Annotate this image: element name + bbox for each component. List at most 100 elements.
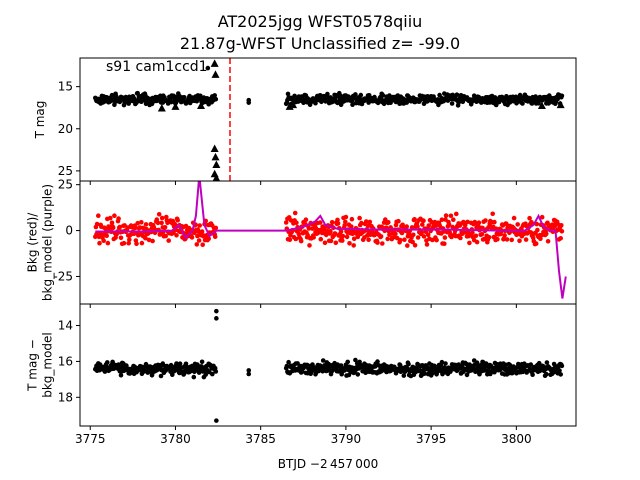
data-point [175, 217, 180, 223]
data-point [333, 240, 339, 246]
data-point [351, 236, 357, 242]
panel-frame [79, 57, 577, 182]
data-point [335, 221, 341, 226]
data-point [442, 235, 448, 240]
data-point [559, 229, 565, 234]
data-point [350, 102, 355, 107]
data-point [415, 235, 421, 240]
data-point [286, 359, 291, 365]
y-tick-label: 25 [58, 178, 73, 192]
data-point [520, 101, 525, 106]
data-point [479, 232, 485, 237]
data-point [353, 92, 358, 97]
data-point [559, 363, 565, 369]
data-point [448, 213, 454, 219]
data-point [544, 231, 549, 237]
data-point [285, 91, 291, 97]
y-axis-label: T mag − [26, 339, 40, 392]
data-point [412, 217, 417, 222]
data-point [439, 359, 445, 365]
data-point [177, 361, 183, 367]
data-point [121, 240, 127, 246]
data-point [431, 363, 437, 369]
data-point [442, 241, 447, 246]
data-point [357, 215, 362, 221]
data-point [473, 233, 479, 239]
y-axis-label: bkg_model (purple) [41, 184, 55, 301]
data-point [212, 93, 217, 98]
data-point [425, 232, 431, 238]
data-point [340, 238, 345, 243]
data-point [383, 217, 388, 222]
data-point [292, 210, 298, 216]
data-point [166, 238, 171, 243]
data-point [558, 372, 563, 377]
data-point [375, 240, 380, 245]
data-point [94, 221, 100, 227]
data-point [146, 237, 152, 243]
data-point [110, 225, 116, 231]
data-point [343, 214, 349, 220]
data-point [470, 230, 475, 235]
data-point [214, 418, 219, 423]
data-point [449, 101, 455, 106]
data-point [104, 233, 109, 239]
data-point [434, 237, 439, 243]
data-point [405, 243, 410, 248]
data-point [523, 237, 529, 242]
y-tick-label: 0 [65, 224, 73, 238]
data-point [343, 219, 348, 225]
data-point [143, 235, 148, 241]
data-point [342, 223, 348, 228]
data-point [143, 222, 149, 227]
data-point [363, 219, 369, 224]
data-point [139, 240, 145, 246]
data-point [127, 237, 132, 242]
data-point [366, 237, 371, 242]
data-point [464, 372, 470, 378]
panel-frame [79, 303, 577, 427]
data-point [454, 92, 460, 97]
plot-area [93, 58, 565, 181]
data-point-triangle [556, 100, 565, 109]
data-point [510, 370, 515, 376]
data-point [380, 241, 385, 246]
data-point [515, 222, 520, 227]
data-point-triangle [210, 144, 219, 152]
data-point [559, 223, 564, 228]
panel-bottom: 14 16 18 3775 3780 3785 3790 3795 3800 T mag − bkg… [26, 303, 577, 446]
data-point [320, 358, 326, 363]
data-point [135, 220, 140, 226]
data-point [162, 225, 168, 230]
data-point [105, 360, 110, 365]
data-point [535, 227, 540, 233]
y-axis-label: bkg_model [41, 332, 55, 398]
data-point [329, 368, 335, 374]
data-point [287, 237, 293, 242]
data-point [293, 236, 299, 242]
bkg-model-line [95, 181, 567, 299]
data-point [329, 220, 335, 225]
data-point [465, 219, 470, 225]
data-point [545, 239, 551, 244]
data-point [410, 239, 416, 245]
data-point [375, 359, 380, 364]
data-point [133, 225, 138, 231]
panel-top: 15 20 25 T mag s91 cam1ccd1 [33, 57, 577, 185]
data-point-triangle [157, 104, 166, 112]
data-point [386, 220, 391, 225]
x-tick-label: 3795 [416, 432, 447, 446]
data-point [340, 233, 346, 239]
plot-area [93, 308, 565, 423]
x-tick-label: 3775 [75, 432, 106, 446]
data-point [213, 225, 219, 231]
data-point [155, 220, 161, 226]
data-point-triangle [212, 160, 221, 168]
data-point [205, 65, 211, 71]
data-point-triangle [537, 101, 546, 110]
data-point [530, 372, 535, 378]
data-point-triangle [212, 173, 221, 181]
data-point [318, 236, 324, 242]
data-point [300, 369, 305, 374]
data-point [421, 234, 427, 239]
